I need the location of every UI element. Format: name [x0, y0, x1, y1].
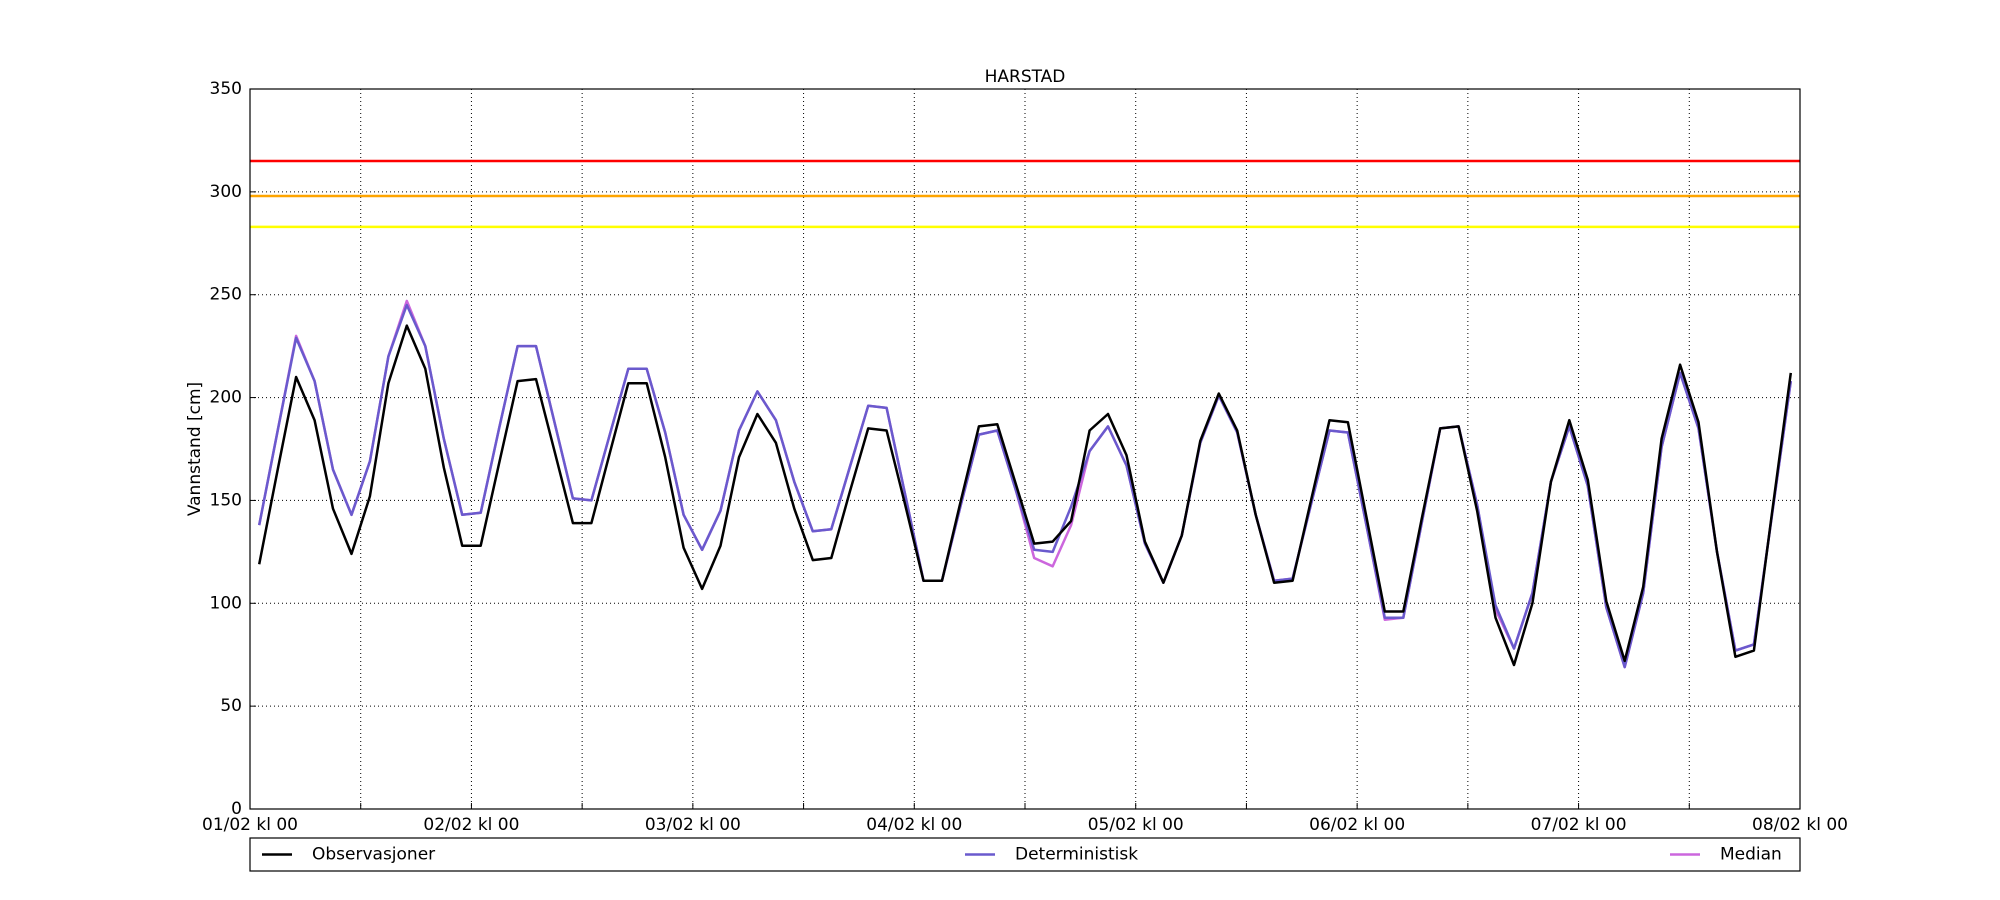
y-tick-label: 350	[210, 79, 242, 99]
legend-label: Observasjoner	[312, 845, 435, 865]
legend-box	[249, 837, 1801, 872]
x-tick-label: 04/02 kl 00	[866, 815, 962, 835]
x-tick-label: 06/02 kl 00	[1309, 815, 1405, 835]
x-tick-label: 07/02 kl 00	[1531, 815, 1627, 835]
x-tick-label: 01/02 kl 00	[202, 815, 298, 835]
legend-label: Deterministisk	[1015, 845, 1138, 865]
y-tick-label: 200	[210, 388, 242, 408]
y-tick-label: 50	[220, 696, 242, 716]
legend-label: Median	[1720, 845, 1782, 865]
x-tick-label: 08/02 kl 00	[1752, 815, 1848, 835]
x-tick-label: 02/02 kl 00	[423, 815, 519, 835]
y-tick-label: 0	[231, 799, 242, 819]
y-tick-label: 150	[210, 490, 242, 510]
y-tick-label: 100	[210, 593, 242, 613]
x-tick-label: 03/02 kl 00	[645, 815, 741, 835]
series-line	[257, 303, 1793, 669]
y-tick-label: 300	[210, 182, 242, 202]
x-tick-label: 05/02 kl 00	[1088, 815, 1184, 835]
chart-title: HARSTAD	[985, 67, 1066, 87]
plot-frame	[249, 88, 1801, 810]
y-tick-label: 250	[210, 285, 242, 305]
y-axis-label: Vannstand [cm]	[185, 382, 205, 516]
series-line	[257, 324, 1793, 667]
series-line	[257, 299, 1793, 669]
